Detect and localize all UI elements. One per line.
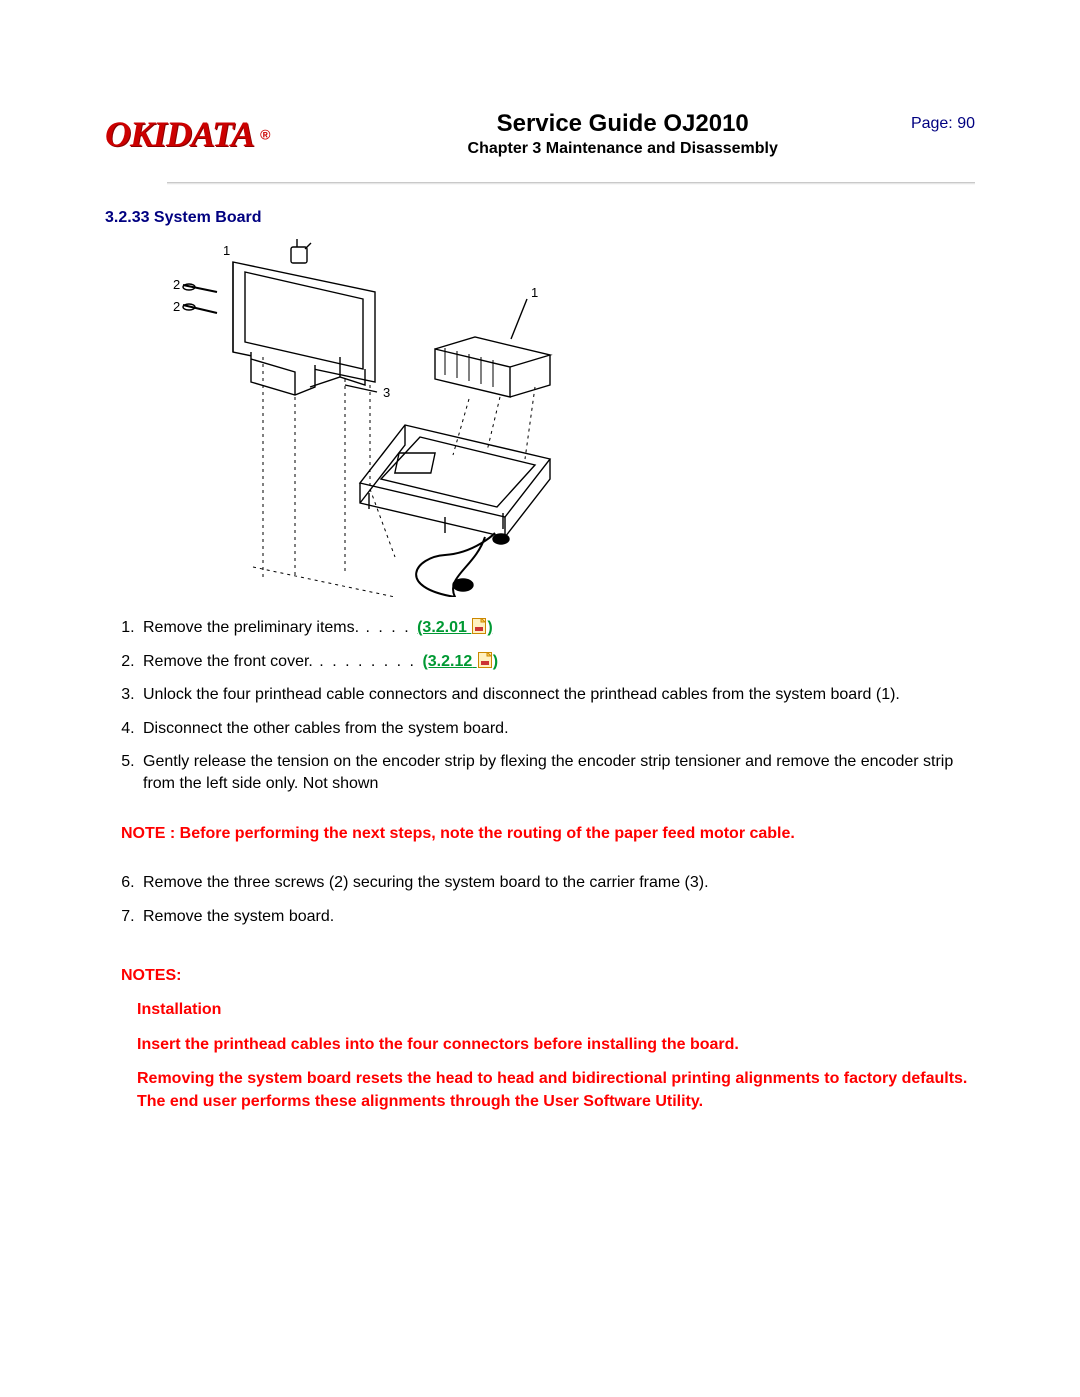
document-icon — [472, 618, 486, 634]
document-title: Service Guide OJ2010 — [270, 110, 975, 138]
step-text: Remove the system board. — [143, 908, 334, 925]
step-text: Gently release the tension on the encode… — [143, 753, 953, 792]
logo-block: OKIDATA ® — [105, 113, 270, 155]
diagram-callout-1a: 1 — [223, 243, 230, 258]
section-title: 3.2.33 System Board — [105, 209, 975, 227]
diagram-callout-2a: 2 — [173, 277, 180, 292]
diagram-callout-3: 3 — [383, 385, 390, 400]
step-item: Unlock the four printhead cable connecto… — [139, 684, 975, 706]
leader-dots: . . . . . . . . — [313, 653, 423, 670]
steps-list-b: Remove the three screws (2) securing the… — [105, 872, 975, 927]
step-text: Remove the preliminary items. — [143, 619, 359, 636]
notes-line: Insert the printhead cables into the fou… — [137, 1034, 975, 1056]
xref-link[interactable]: (3.2.01 ) — [417, 619, 493, 636]
step-text: Remove the front cover. — [143, 653, 313, 670]
chapter-title: Chapter 3 Maintenance and Disassembly — [270, 140, 975, 158]
divider — [167, 182, 975, 185]
notes-header: NOTES: — [121, 967, 975, 985]
step-item: Remove the system board. — [139, 906, 975, 928]
step-text: Remove the three screws (2) securing the… — [143, 874, 709, 891]
diagram-callout-1b: 1 — [531, 285, 538, 300]
step-item: Gently release the tension on the encode… — [139, 751, 975, 794]
notes-line: Removing the system board resets the hea… — [137, 1068, 975, 1113]
step-item: Remove the front cover. . . . . . . . . … — [139, 651, 975, 673]
note-warning: NOTE : Before performing the next steps,… — [121, 823, 975, 845]
logo-registered-icon: ® — [260, 127, 270, 143]
xref-link[interactable]: (3.2.12 ) — [422, 653, 498, 670]
system-board-diagram: 1 2 2 3 1 — [145, 237, 560, 597]
notes-body: Installation Insert the printhead cables… — [137, 999, 975, 1113]
step-item: Remove the three screws (2) securing the… — [139, 872, 975, 894]
header-row: OKIDATA ® Service Guide OJ2010 Chapter 3 … — [105, 110, 975, 158]
logo-text: OKIDATA — [105, 114, 254, 154]
header-center: Service Guide OJ2010 Chapter 3 Maintenan… — [270, 110, 975, 158]
steps-list-a: Remove the preliminary items. . . . . (3… — [105, 617, 975, 795]
leader-dots: . . . . — [359, 619, 417, 636]
document-icon — [478, 652, 492, 668]
diagram-callout-2b: 2 — [173, 299, 180, 314]
step-text: Unlock the four printhead cable connecto… — [143, 686, 900, 703]
step-item: Disconnect the other cables from the sys… — [139, 718, 975, 740]
step-item: Remove the preliminary items. . . . . (3… — [139, 617, 975, 639]
notes-line: Installation — [137, 999, 975, 1021]
page-container: Page: 90 OKIDATA ® Service Guide OJ2010 C… — [0, 0, 1080, 1165]
step-text: Disconnect the other cables from the sys… — [143, 720, 509, 737]
page-number: Page: 90 — [911, 115, 975, 133]
